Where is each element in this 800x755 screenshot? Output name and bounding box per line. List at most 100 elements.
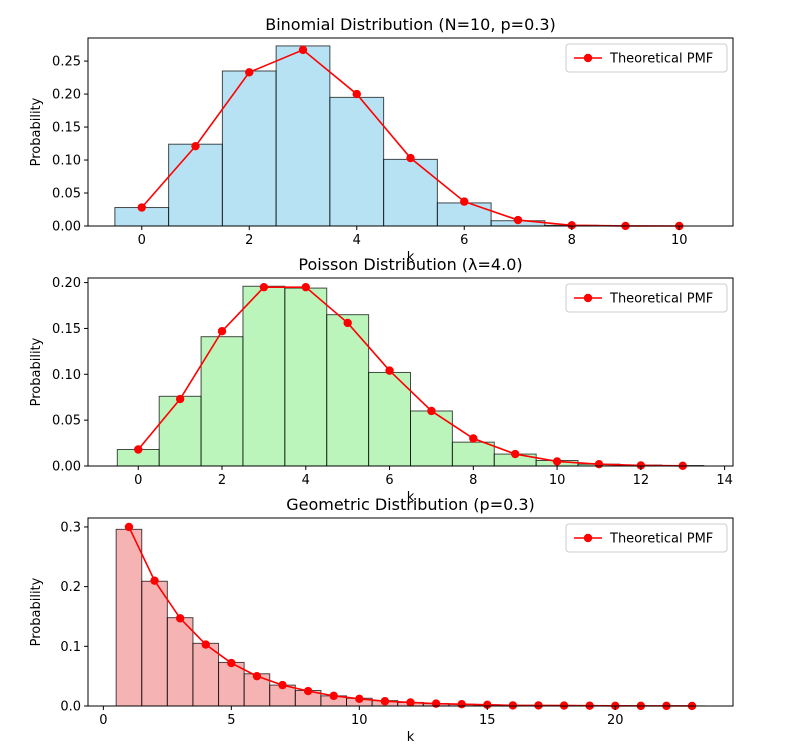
pmf-point	[137, 203, 146, 212]
pmf-point	[191, 141, 200, 151]
legend-marker-swatch	[583, 53, 593, 63]
x-tick-label: 10	[351, 713, 368, 728]
histogram-bar	[221, 70, 277, 227]
legend-marker-swatch	[583, 293, 593, 303]
histogram-bar	[192, 642, 220, 707]
x-tick-label: 15	[479, 713, 496, 728]
histogram-bar	[275, 45, 331, 227]
histogram-bar	[141, 580, 168, 707]
pmf-point	[175, 614, 185, 623]
legend-box	[565, 283, 728, 313]
pmf-point	[513, 215, 523, 225]
pmf-point	[427, 406, 436, 416]
x-tick-label: 6	[385, 473, 393, 488]
pmf-point	[217, 326, 227, 336]
histogram-bar	[326, 314, 370, 467]
legend-label: Theoretical PMF	[609, 292, 713, 307]
histogram-bar	[166, 617, 194, 707]
pmf-point	[329, 691, 338, 701]
y-tick-label: 0.00	[52, 460, 81, 475]
pmf-point	[175, 394, 185, 404]
pmf-point	[227, 658, 236, 668]
x-tick-label: 5	[227, 713, 235, 728]
pmf-point	[259, 282, 269, 292]
pmf-point	[406, 153, 415, 163]
chart-title: Binomial Distribution (N=10, p=0.3)	[265, 15, 556, 34]
pmf-point	[343, 318, 352, 328]
axes-frame	[87, 37, 734, 227]
subplot-2: 0 2 4 6 8 10 12 14 0.00 0.05 0.10 0.15 0.20 Poisson D…	[29, 255, 734, 505]
legend-marker-swatch	[583, 533, 593, 543]
y-tick-label: 0.05	[52, 414, 81, 429]
x-tick-label: 4	[353, 233, 361, 248]
histogram-bar	[115, 528, 143, 707]
x-tick-label: 8	[568, 233, 576, 248]
legend-box	[565, 43, 728, 73]
pmf-point	[134, 445, 143, 454]
y-tick-label: 0.20	[52, 88, 81, 103]
histogram-bar	[383, 158, 438, 227]
pmf-point	[511, 449, 520, 459]
subplot-1: 0 2 4 6 8 10 0.00 0.05 0.10 0.15 0.20 0.25 Binomial …	[29, 15, 734, 265]
x-tick-label: 0	[134, 473, 142, 488]
pmf-point	[534, 701, 543, 710]
pmf-point	[385, 366, 394, 375]
legend: Theoretical PMF	[565, 283, 728, 313]
pmf-point	[457, 700, 466, 709]
axes-frame	[87, 517, 734, 707]
pmf-point	[508, 701, 518, 710]
pmf-point	[201, 640, 210, 649]
x-tick-label: 12	[633, 473, 650, 488]
y-tick-label: 0.2	[60, 580, 81, 595]
y-axis-label: Probability	[29, 577, 44, 646]
pmf-point	[150, 576, 159, 585]
x-tick-label: 2	[218, 473, 226, 488]
pmf-point	[252, 671, 262, 681]
axes-frame	[87, 277, 734, 467]
y-tick-label: 0.15	[52, 121, 81, 136]
pmf-point	[469, 434, 478, 443]
legend: Theoretical PMF	[565, 523, 728, 553]
histogram-bar	[410, 410, 453, 467]
y-tick-label: 0.3	[60, 520, 81, 535]
pmf-line	[137, 286, 683, 467]
pmf-point	[483, 700, 492, 710]
x-axis-label: k	[407, 490, 415, 505]
histogram-bar	[218, 661, 245, 707]
pmf-point	[352, 89, 361, 99]
y-tick-label: 0.1	[60, 640, 81, 655]
x-tick-label: 0	[99, 713, 107, 728]
y-tick-label: 0.0	[60, 700, 81, 715]
histogram-bar	[168, 143, 223, 227]
y-tick-label: 0.20	[52, 276, 81, 291]
x-tick-label: 6	[460, 233, 468, 248]
legend: Theoretical PMF	[565, 43, 728, 73]
pmf-point	[460, 197, 469, 206]
pmf-point	[301, 282, 310, 292]
pmf-point	[552, 457, 562, 466]
x-tick-label: 14	[716, 473, 733, 488]
pmf-point	[278, 680, 287, 690]
x-tick-label: 2	[245, 233, 253, 248]
y-tick-label: 0.25	[52, 55, 81, 70]
histogram-bar	[242, 285, 286, 467]
pmf-point	[124, 522, 134, 532]
x-tick-label: 8	[469, 473, 477, 488]
y-tick-label: 0.10	[52, 368, 81, 383]
legend-label: Theoretical PMF	[609, 532, 713, 547]
x-tick-label: 20	[607, 713, 624, 728]
y-axis-label: Probability	[29, 337, 44, 406]
x-tick-label: 10	[671, 233, 688, 248]
y-tick-label: 0.05	[52, 187, 81, 202]
pmf-point	[303, 686, 313, 696]
x-tick-label: 10	[549, 473, 566, 488]
pmf-point	[594, 459, 604, 469]
histogram-bar	[329, 96, 385, 227]
histogram-bar	[158, 395, 202, 467]
legend-box	[565, 523, 728, 553]
subplot-3: 0 5 10 15 20 0.0 0.1 0.2 0.3 Geometric Distributi…	[29, 495, 734, 745]
pmf-point	[298, 45, 308, 55]
pmf-point	[567, 221, 576, 230]
histogram-bar	[368, 371, 411, 467]
